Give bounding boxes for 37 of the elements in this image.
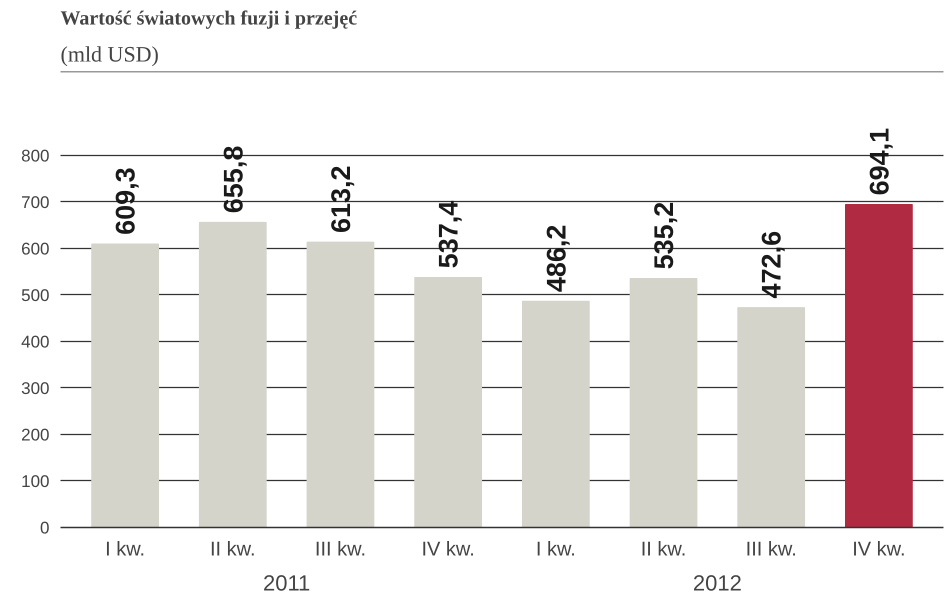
data-label: 472,6 xyxy=(756,230,787,298)
y-tick-label: 700 xyxy=(21,192,50,212)
y-tick-label: 800 xyxy=(21,146,50,166)
text: 2011 xyxy=(262,570,310,593)
x-tick-label: III kw. xyxy=(314,538,366,560)
text: 2012 xyxy=(692,570,742,593)
bar xyxy=(845,204,913,528)
x-tick-label: II kw. xyxy=(210,538,256,560)
y-tick-label: 600 xyxy=(21,239,50,258)
data-label: 655,8 xyxy=(218,146,248,214)
data-label: 613,2 xyxy=(326,165,356,234)
x-tick-label: IV kw. xyxy=(852,538,906,560)
y-tick-label: 400 xyxy=(21,332,50,352)
bar xyxy=(737,307,806,528)
bar xyxy=(630,278,698,528)
x-tick-label: I kw. xyxy=(105,538,146,560)
x-tick-label: I kw. xyxy=(536,538,576,560)
data-label: 609,3 xyxy=(110,167,141,235)
y-tick-label: 100 xyxy=(21,472,50,491)
chart-title: Wartość światowych fuzji i przejęć xyxy=(60,8,358,30)
data-label: 535,2 xyxy=(649,202,680,270)
y-tick-label: 0 xyxy=(40,518,50,538)
data-label: 694,1 xyxy=(864,128,894,196)
bar xyxy=(198,222,267,528)
bar xyxy=(91,243,159,528)
y-tick-label: 300 xyxy=(21,378,50,398)
bar xyxy=(522,300,590,528)
bar xyxy=(414,276,482,528)
bar xyxy=(306,242,374,528)
x-tick-label: II kw. xyxy=(640,538,686,560)
data-label: 486,2 xyxy=(541,224,572,292)
x-tick-label: III kw. xyxy=(746,538,797,560)
chart-subtitle: (mld USD) xyxy=(60,42,159,66)
x-tick-label: IV kw. xyxy=(421,538,475,560)
data-label: 537,4 xyxy=(434,200,464,268)
y-tick-label: 500 xyxy=(21,286,50,305)
y-tick-label: 200 xyxy=(21,425,50,444)
